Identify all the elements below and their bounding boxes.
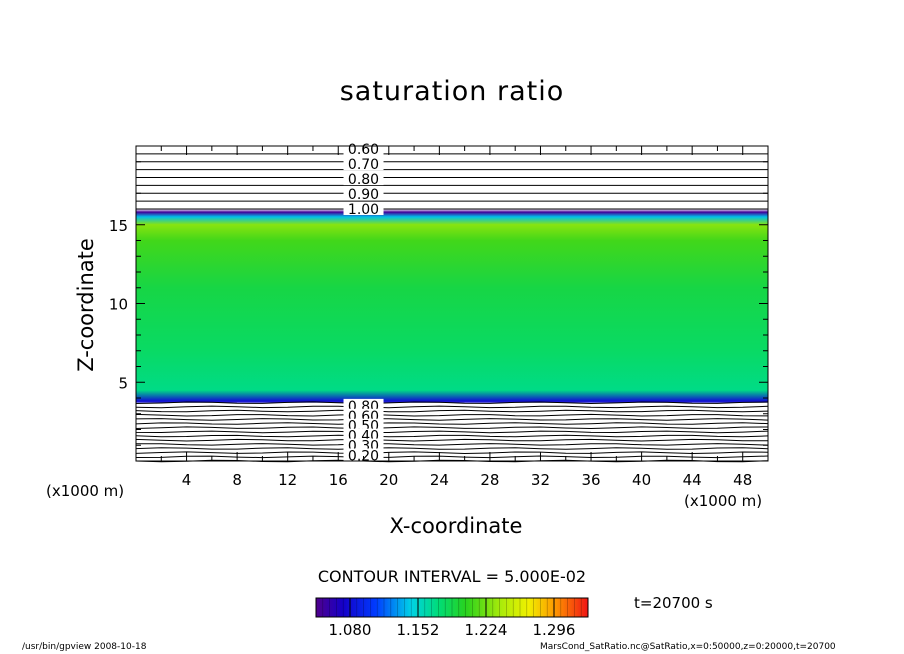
top-contour-label-bg: [343, 187, 384, 201]
x-tick-label: 20: [379, 471, 398, 489]
top-contour-label-bg: [343, 172, 384, 186]
x-unit-right: (x1000 m): [684, 492, 763, 510]
top-contour-label: 0.80: [348, 172, 379, 188]
colorbar-label: 1.296: [533, 621, 576, 639]
top-contour-label: 1.00: [348, 202, 379, 218]
colorbar-label: 1.224: [465, 621, 508, 639]
bottom-contour-line: [135, 405, 769, 409]
x-tick-label: 36: [581, 471, 600, 489]
bottom-contour-line: [135, 409, 769, 413]
x-unit-left: (x1000 m): [46, 482, 125, 500]
bottom-contour-line: [135, 413, 769, 417]
bottom-contour-label-bg: [343, 408, 384, 422]
x-tick-label: 32: [531, 471, 550, 489]
x-tick-label: 16: [329, 471, 348, 489]
x-tick-label: 12: [278, 471, 297, 489]
y-tick-label: 5: [118, 374, 128, 392]
contour-interval: CONTOUR INTERVAL = 5.000E-02: [317, 567, 587, 586]
colorbar-label: 1.080: [329, 621, 372, 639]
x-tick-label: 44: [683, 471, 702, 489]
bottom-contour-label-bg: [343, 428, 384, 442]
bottom-contour-line: [135, 426, 769, 430]
x-tick-label: 24: [430, 471, 449, 489]
x-axis-label: X-coordinate: [389, 514, 523, 538]
field-layer: [136, 146, 768, 461]
top-contour-label: 0.90: [348, 187, 379, 203]
top-contour-label-bg: [343, 202, 384, 215]
bottom-contour-line: [135, 434, 769, 438]
top-contour-label: 0.70: [348, 157, 379, 173]
x-tick-label: 4: [182, 471, 192, 489]
y-tick-label: 15: [109, 217, 128, 235]
bottom-contour-line: [135, 443, 769, 446]
bottom-contour-label-bg: [343, 438, 384, 452]
bottom-contour-line: [135, 447, 769, 450]
top-contour-label-bg: [343, 157, 384, 171]
bottom-contour-label-bg: [343, 398, 384, 412]
x-tick-label: 8: [232, 471, 242, 489]
chart-title: saturation ratio: [339, 76, 565, 107]
time-label: t=20700 s: [634, 594, 713, 612]
bottom-contour-line: [135, 418, 769, 421]
footer-right: MarsCond_SatRatio.nc@SatRatio,x=0:50000,…: [540, 642, 836, 652]
y-axis-label: Z-coordinate: [74, 238, 98, 372]
footer-left: /usr/bin/gpview 2008-10-18: [22, 642, 147, 652]
y-tick-label: 10: [109, 296, 128, 314]
bottom-contour-line: [135, 401, 769, 405]
x-tick-label: 40: [632, 471, 651, 489]
bottom-contour-label-bg: [343, 448, 384, 462]
bottom-contour-line: [135, 422, 769, 425]
colorbar: [315, 597, 589, 618]
colorbar-label: 1.152: [397, 621, 440, 639]
bottom-contour-line: [135, 438, 768, 442]
bottom-contour-label-bg: [343, 418, 384, 432]
bottom-contour-line: [135, 430, 769, 434]
x-tick-label: 28: [480, 471, 499, 489]
colorbar-layer: 1.080 1.152 1.224 1.296: [315, 597, 589, 639]
x-tick-label: 48: [733, 471, 752, 489]
